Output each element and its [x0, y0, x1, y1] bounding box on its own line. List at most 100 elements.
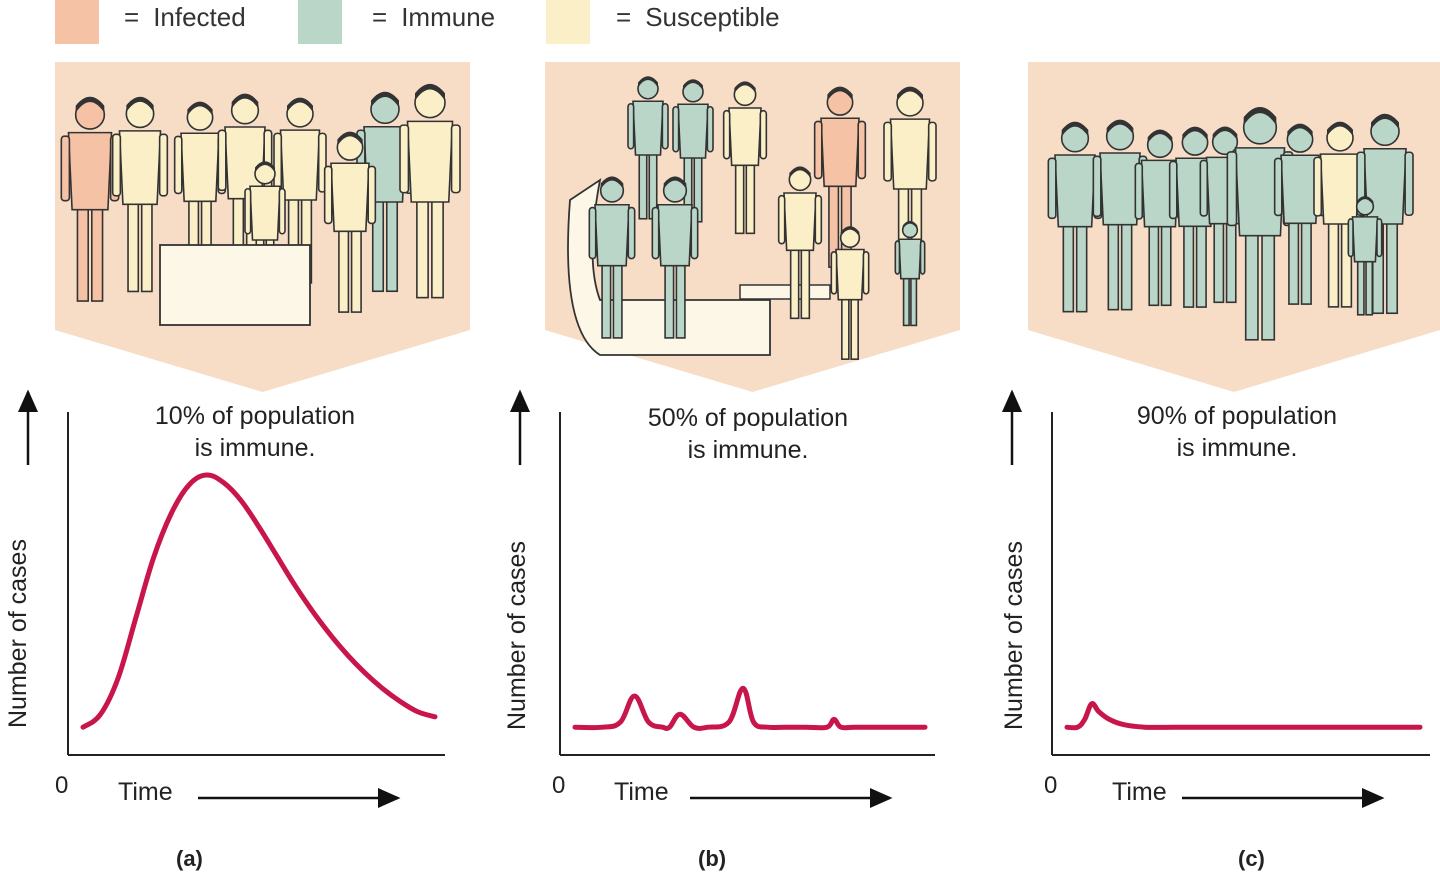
person-arm	[927, 121, 937, 182]
person-hair	[75, 96, 105, 113]
person-arm	[814, 194, 823, 245]
x-axis-label-a: Time	[118, 778, 173, 806]
person-b-4	[813, 86, 867, 268]
person-arm	[1134, 162, 1144, 220]
person-a-7	[399, 83, 461, 299]
person-arm	[60, 135, 71, 202]
person-hair	[1243, 107, 1277, 126]
person-arm	[588, 206, 597, 260]
person-torso	[677, 103, 709, 159]
person-torso	[330, 162, 370, 233]
person-arm	[894, 240, 901, 275]
person-b-3	[722, 81, 768, 235]
person-hair	[663, 176, 687, 190]
person-a-2	[111, 96, 169, 293]
person-arm	[1404, 151, 1414, 217]
person-torso	[1234, 147, 1286, 237]
person-arm	[627, 102, 635, 150]
person-hair	[902, 220, 918, 230]
person-b-6	[588, 176, 636, 339]
person-hair	[126, 96, 154, 113]
person-torso	[835, 248, 865, 301]
person-hair	[1106, 119, 1134, 135]
person-arm	[1313, 156, 1323, 217]
person-hair	[231, 93, 259, 109]
person-hair	[683, 79, 703, 91]
person-hair	[638, 76, 658, 88]
person-hair	[1212, 126, 1238, 141]
person-arm	[672, 105, 680, 153]
person-torso	[1351, 216, 1379, 263]
person-arm	[862, 251, 870, 295]
person-b-7	[651, 176, 699, 339]
case-curve-a	[80, 472, 438, 730]
person-arm	[1376, 218, 1383, 258]
person-hair	[371, 91, 399, 108]
person-hair	[600, 176, 624, 190]
person-arm	[1226, 151, 1238, 227]
person-torso	[180, 132, 220, 203]
person-hair	[1182, 126, 1208, 141]
person-a-5	[273, 97, 327, 284]
person-torso	[406, 120, 454, 203]
person-hair	[840, 226, 860, 237]
panel-label-b: (b)	[698, 846, 727, 871]
caption-b: 50% of population is immune.	[647, 404, 849, 464]
legend-swatch-immune	[298, 0, 342, 44]
person-arm	[1273, 157, 1283, 217]
person-arm	[813, 120, 823, 180]
panel-label-a: (a)	[176, 846, 203, 871]
person-a-8	[323, 131, 377, 313]
person-b-10	[894, 220, 926, 327]
person-arm	[367, 165, 377, 225]
person-arm	[450, 124, 461, 194]
person-arm	[690, 206, 699, 260]
person-torso	[783, 192, 817, 252]
person-arm	[919, 240, 926, 275]
legend-label-susceptible: = Susceptible	[616, 2, 780, 32]
person-torso	[594, 203, 630, 267]
x-axis-label-b: Time	[614, 778, 669, 806]
person-torso	[67, 131, 113, 211]
person-hair	[827, 86, 853, 101]
person-arm	[323, 165, 333, 225]
y-axis-label-c: Number of cases	[1000, 541, 1028, 730]
case-curve-c	[1064, 701, 1423, 731]
person-torso	[249, 185, 281, 241]
person-torso	[889, 118, 931, 190]
person-hair	[187, 101, 213, 116]
origin-label-a: 0	[55, 772, 69, 799]
caption-c: 90% of population is immune.	[1136, 402, 1338, 462]
person-c-2	[1092, 119, 1148, 311]
person-c-7	[1273, 123, 1327, 305]
person-arm	[883, 121, 893, 182]
person-hair	[1287, 123, 1313, 138]
person-arm	[1168, 160, 1178, 220]
person-arm	[706, 105, 714, 153]
person-arm	[1199, 159, 1209, 217]
person-c-8	[1313, 121, 1367, 308]
legend-label-infected: = Infected	[124, 2, 246, 32]
person-arm	[777, 194, 786, 245]
person-arm	[759, 109, 768, 160]
person-arm	[217, 129, 227, 192]
person-c-9	[1356, 113, 1414, 315]
person-b-1	[627, 76, 669, 220]
person-hair	[734, 81, 756, 94]
x-axis-label-c: Time	[1112, 778, 1167, 806]
person-hair	[1356, 196, 1374, 206]
person-torso	[632, 100, 664, 156]
person-arm	[173, 135, 183, 195]
person-arm	[627, 206, 636, 260]
person-c-10	[1347, 196, 1383, 316]
person-torso	[657, 203, 693, 267]
person-torso	[728, 107, 762, 167]
person-torso	[820, 117, 860, 188]
person-arm	[278, 187, 286, 235]
person-b-9	[830, 226, 870, 360]
person-hair	[1371, 113, 1399, 130]
